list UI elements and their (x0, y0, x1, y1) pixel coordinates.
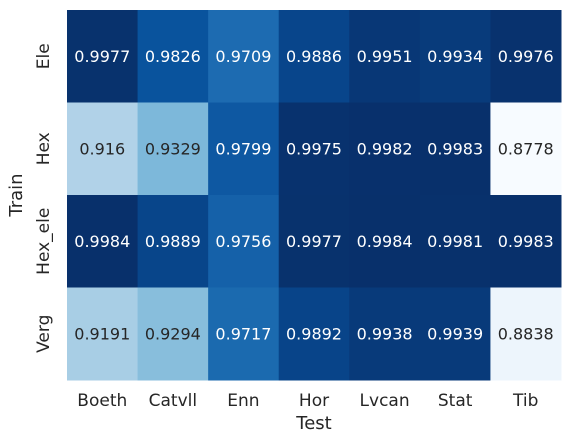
cell-value-label: 0.9939 (427, 324, 483, 343)
heatmap-cell (490, 287, 562, 381)
cell-value-label: 0.9709 (215, 47, 271, 66)
cell-value-label: 0.9982 (357, 139, 413, 158)
cell-value-label: 0.9976 (498, 47, 554, 66)
x-tick-label: Catvll (149, 391, 197, 411)
heatmap-cell (137, 102, 209, 196)
heatmap-cell (67, 195, 139, 288)
heatmap-cell (278, 195, 350, 288)
heatmap-cell (278, 10, 350, 103)
y-tick-label: Ele (34, 43, 54, 69)
y-tick-label: Hex (34, 132, 54, 165)
heatmap-cell (419, 195, 491, 288)
cell-value-label: 0.9938 (357, 324, 413, 343)
heatmap-cell (490, 102, 562, 196)
cell-value-label: 0.9799 (215, 139, 271, 158)
heatmap-cell (419, 10, 491, 103)
cell-value-label: 0.9984 (74, 232, 130, 251)
heatmap-cell (67, 102, 139, 196)
heatmap-cells (67, 10, 562, 381)
cell-value-label: 0.9756 (215, 232, 271, 251)
cell-value-labels: 0.9977 0.9826 0.9709 0.9886 0.9951 0.9934 0.99… (74, 47, 553, 344)
x-tick-label: Lvcan (360, 391, 410, 411)
cell-value-label: 0.9977 (74, 47, 130, 66)
heatmap-cell (67, 287, 139, 381)
cell-value-label: 0.9984 (357, 232, 413, 251)
heatmap-cell (137, 287, 209, 381)
heatmap-cell (208, 195, 280, 288)
x-tick-label: Hor (299, 391, 329, 411)
cell-value-label: 0.9981 (427, 232, 483, 251)
cell-value-label: 0.916 (79, 139, 125, 158)
cell-value-label: 0.9951 (357, 47, 413, 66)
x-axis-title: Test (295, 413, 331, 434)
heatmap-cell (208, 287, 280, 381)
heatmap-cell (137, 195, 209, 288)
heatmap-cell (67, 10, 139, 103)
cell-value-label: 0.9826 (145, 47, 201, 66)
heatmap-cell (208, 102, 280, 196)
heatmap-cell (208, 10, 280, 103)
cell-value-label: 0.8838 (498, 324, 554, 343)
heatmap-cell (278, 287, 350, 381)
cell-value-label: 0.9983 (427, 139, 483, 158)
cell-value-label: 0.9892 (286, 324, 342, 343)
x-tick-label: Tib (512, 391, 538, 411)
heatmap-cell (137, 10, 209, 103)
heatmap-cell (349, 287, 421, 381)
cell-value-label: 0.8778 (498, 139, 554, 158)
heatmap-cell (490, 10, 562, 103)
cell-value-label: 0.9977 (286, 232, 342, 251)
y-axis-title: Train (6, 173, 27, 217)
cell-value-label: 0.9329 (145, 139, 201, 158)
heatmap-cell (349, 195, 421, 288)
cell-value-label: 0.9191 (74, 324, 130, 343)
x-axis-tick-labels: Boeth Catvll Enn Hor Lvcan Stat Tib (77, 391, 538, 411)
cell-value-label: 0.9934 (427, 47, 483, 66)
heatmap-cell (419, 102, 491, 196)
cell-value-label: 0.9889 (145, 232, 201, 251)
cell-value-label: 0.9886 (286, 47, 342, 66)
x-tick-label: Stat (438, 391, 473, 411)
y-tick-label: Hex_ele (34, 208, 54, 275)
cell-value-label: 0.9294 (145, 324, 201, 343)
y-axis-tick-labels: Ele Hex Hex_ele Verg (34, 43, 54, 353)
x-tick-label: Enn (227, 391, 259, 411)
heatmap-cell (419, 287, 491, 381)
heatmap-cell (278, 102, 350, 196)
cell-value-label: 0.9717 (215, 324, 271, 343)
heatmap-cell (490, 195, 562, 288)
heatmap-cell (349, 10, 421, 103)
cell-value-label: 0.9975 (286, 139, 342, 158)
y-tick-label: Verg (34, 315, 54, 353)
heatmap-cell (349, 102, 421, 196)
x-tick-label: Boeth (77, 391, 127, 411)
cell-value-label: 0.9983 (498, 232, 554, 251)
